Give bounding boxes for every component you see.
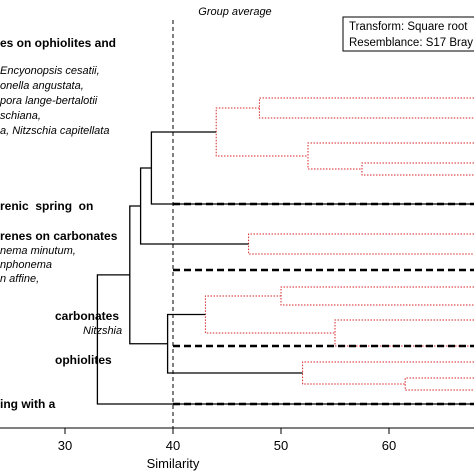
group-label-2: renic spring on	[0, 199, 93, 213]
legend-transform: Transform: Square root	[349, 21, 468, 33]
dendrogram-link-10	[204, 295, 335, 334]
dendrogram-link-7	[139, 167, 249, 245]
dendrogram-link-15	[96, 274, 474, 405]
group-label-3: renes on carbonates	[0, 229, 118, 243]
chart-title: Group average	[198, 6, 271, 18]
species-label-2: onella angustata,	[0, 80, 84, 92]
x-tick-label-50: 50	[274, 438, 288, 453]
dendrogram-links	[96, 97, 474, 405]
dendrogram-link-3	[307, 142, 474, 170]
dendrogram-link-13	[166, 313, 303, 374]
dendrogram-link-9	[334, 319, 474, 347]
species-label-7: nphonema	[0, 259, 52, 271]
dendrogram-link-6	[248, 233, 474, 255]
x-tick-label-60: 60	[382, 438, 396, 453]
dendrogram-link-8	[280, 286, 474, 306]
group-label-5: ophiolites	[55, 353, 112, 367]
x-ticks: 30 40 50 60	[58, 428, 396, 453]
dendrogram-link-4	[215, 107, 308, 157]
legend: Transform: Square root Resemblance: S17 …	[342, 16, 474, 52]
dendrogram-link-1	[258, 97, 474, 119]
dendrogram-link-14	[129, 205, 168, 345]
species-label-9: Nitzshia	[83, 325, 122, 337]
dendrogram-link-12	[302, 361, 474, 385]
dendrogram-link-2	[361, 162, 474, 176]
species-label-6: nema minutum,	[0, 245, 76, 257]
x-tick-label-30: 30	[58, 438, 72, 453]
leaf-stubs	[173, 202, 474, 406]
legend-box	[342, 16, 474, 52]
group-label-1: es on ophiolites and	[0, 36, 116, 50]
species-label-3: pora lange-bertalotii	[0, 95, 98, 107]
x-axis-title: Similarity	[147, 456, 200, 471]
dendrogram-link-11	[404, 377, 474, 391]
group-label-6: ing with a	[0, 397, 56, 411]
species-label-1: Encyonopsis cesatii,	[0, 65, 100, 77]
group-label-4: carbonates	[55, 309, 119, 323]
species-label-8: n affine,	[0, 273, 39, 285]
x-tick-label-40: 40	[166, 438, 180, 453]
species-label-4: schiana,	[0, 110, 41, 122]
species-label-5: a, Nitzschia capitellata	[0, 125, 109, 137]
legend-resemblance: Resemblance: S17 Bray	[349, 37, 473, 49]
